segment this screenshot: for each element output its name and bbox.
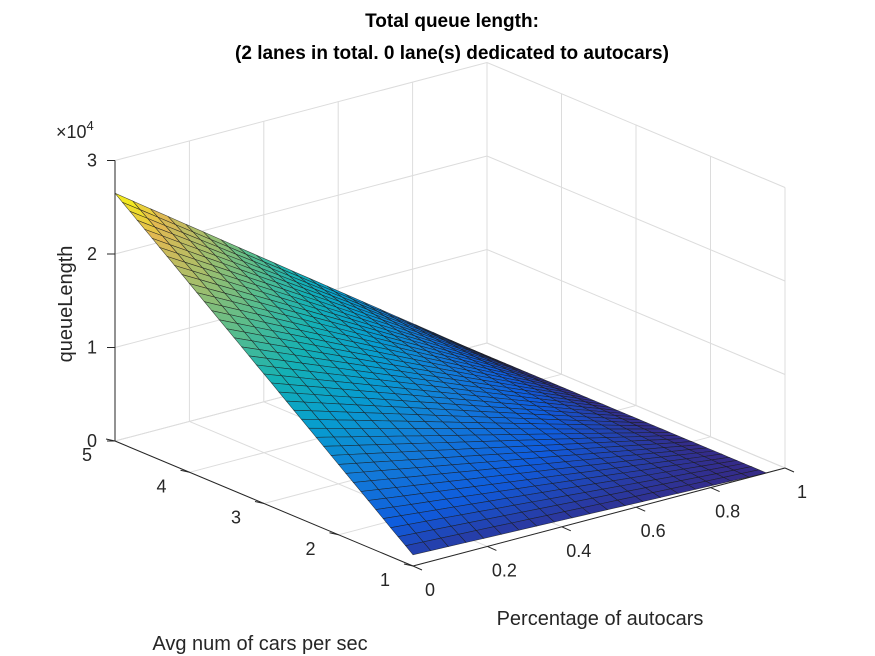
x-tick-mark	[561, 526, 572, 532]
x-axis-label: Percentage of autocars	[497, 608, 704, 630]
x-tick-label: 0.2	[492, 560, 517, 580]
x-tick-mark	[487, 545, 497, 551]
y-tick-mark	[329, 532, 339, 536]
z-tick-label: 1	[87, 338, 97, 358]
grid-line-z	[114, 61, 786, 188]
x-tick-label: 0.6	[641, 521, 666, 541]
y-tick-label: 5	[82, 445, 92, 465]
y-tick-label: 3	[231, 508, 241, 528]
z-exponent-label: ×104	[56, 118, 94, 142]
y-tick-label: 1	[380, 570, 390, 590]
x-tick-mark	[710, 487, 720, 493]
y-tick-mark	[180, 469, 190, 473]
x-tick-mark	[784, 467, 795, 473]
y-tick-label: 2	[305, 539, 315, 559]
y-axis-label: Avg num of cars per sec	[152, 633, 367, 655]
y-tick-label: 4	[156, 476, 166, 496]
x-tick-mark	[412, 565, 423, 571]
z-exponent-base: ×10	[56, 122, 87, 142]
z-axis-label: queueLength	[55, 246, 77, 363]
chart-title-line-1: Total queue length:	[365, 11, 539, 32]
surface-patch	[405, 541, 432, 556]
y-tick-mark	[403, 563, 414, 567]
x-tick-label: 1	[797, 482, 807, 502]
grid-line-z	[114, 342, 786, 469]
x-tick-label: 0.8	[715, 502, 740, 522]
x-axis-line	[412, 467, 786, 567]
chart-title-line-2: (2 lanes in total. 0 lane(s) dedicated t…	[235, 43, 669, 64]
surface-layer	[114, 192, 768, 556]
z-tick-label: 0	[87, 431, 97, 451]
x-tick-mark	[635, 506, 646, 512]
x-tick-label: 0	[425, 580, 435, 600]
x-tick-label: 0.4	[566, 541, 591, 561]
y-tick-mark	[254, 501, 265, 504]
z-tick-label: 3	[87, 151, 97, 171]
z-tick-label: 2	[87, 244, 97, 264]
grid-line-z	[114, 155, 786, 282]
z-exponent-power: 4	[87, 118, 94, 133]
